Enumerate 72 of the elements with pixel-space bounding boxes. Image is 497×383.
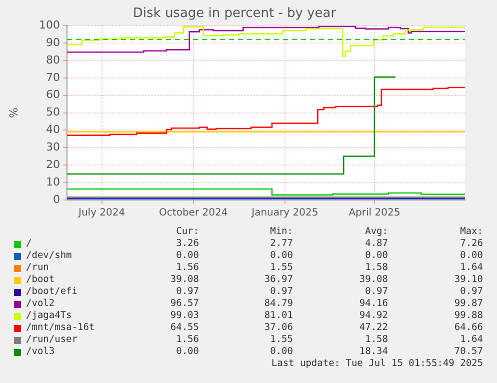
y-tick-label: 10	[46, 175, 60, 188]
text: 64.66	[454, 322, 483, 333]
text: 0.97	[176, 286, 199, 297]
text: 0.00	[176, 346, 199, 357]
y-tick-label: 0	[53, 192, 60, 206]
legend-label: /mnt/msa-16t	[26, 322, 95, 333]
text: Cur:	[176, 226, 199, 237]
text: 37.06	[264, 322, 293, 333]
x-tick-label: October 2024	[159, 208, 228, 219]
text: 1.64	[460, 334, 483, 345]
text: 39.08	[359, 274, 388, 285]
legend-label: /boot/efi	[26, 286, 78, 297]
legend-label: /	[26, 238, 32, 249]
legend-label: /dev/shm	[26, 250, 72, 261]
text: 0.97	[270, 286, 293, 297]
text: 47.22	[359, 322, 388, 333]
chart-title: Disk usage in percent - by year	[132, 6, 337, 22]
y-axis-title: %	[7, 108, 20, 118]
text: 1.55	[270, 334, 293, 345]
legend-label: /run	[26, 262, 49, 273]
legend-label: /vol3	[26, 346, 55, 357]
text: Max:	[460, 226, 483, 237]
y-tick-label: 40	[46, 123, 60, 136]
text: 0.00	[270, 250, 293, 261]
x-tick-label: July 2024	[78, 208, 126, 219]
y-tick-label: 80	[46, 53, 60, 66]
text: 1.58	[365, 334, 388, 345]
text: 39.08	[170, 274, 199, 285]
text: 1.56	[176, 334, 199, 345]
text: 94.16	[359, 298, 388, 309]
y-tick-label: 20	[46, 158, 60, 171]
text: 94.92	[359, 310, 388, 321]
text: 99.88	[454, 310, 483, 321]
text: 36.97	[264, 274, 293, 285]
text: 0.00	[460, 250, 483, 261]
text: 18.34	[359, 346, 388, 357]
text: 99.87	[454, 298, 483, 309]
text: 3.26	[176, 238, 199, 249]
text: 1.64	[460, 262, 483, 273]
text: 0.97	[460, 286, 483, 297]
text: Last update: Tue Jul 15 01:55:49 2025	[271, 358, 483, 369]
text: 7.26	[460, 238, 483, 249]
text: 0.97	[365, 286, 388, 297]
text: 81.01	[264, 310, 293, 321]
text: Avg:	[365, 226, 388, 237]
text: 0.00	[270, 346, 293, 357]
text: 64.55	[170, 322, 199, 333]
x-tick-label: April 2025	[348, 208, 400, 219]
legend-label: /jaga4Ts	[26, 310, 72, 321]
legend-label: /run/user	[26, 334, 78, 345]
text: 4.87	[365, 238, 388, 249]
text: 1.55	[270, 262, 293, 273]
y-tick-label: 70	[46, 70, 60, 84]
text: 96.57	[170, 298, 199, 309]
y-tick-label: 60	[46, 88, 60, 102]
text: 84.79	[264, 298, 293, 309]
y-tick-label: 30	[46, 140, 60, 154]
legend-label: /vol2	[26, 298, 55, 309]
text: 39.10	[454, 274, 483, 285]
text: 70.57	[454, 346, 483, 357]
text: 1.56	[176, 262, 199, 273]
y-tick-label: 90	[46, 36, 60, 49]
text: 2.77	[270, 238, 293, 249]
text: 1.58	[365, 262, 388, 273]
text: 99.03	[170, 310, 199, 321]
x-tick-label: January 2025	[250, 208, 318, 219]
legend-label: /boot	[26, 274, 55, 285]
text: Min:	[270, 226, 293, 237]
y-tick-label: 50	[46, 106, 60, 119]
y-tick-label: 100	[39, 18, 60, 32]
text: 0.00	[365, 250, 388, 261]
text: 0.00	[176, 250, 199, 261]
